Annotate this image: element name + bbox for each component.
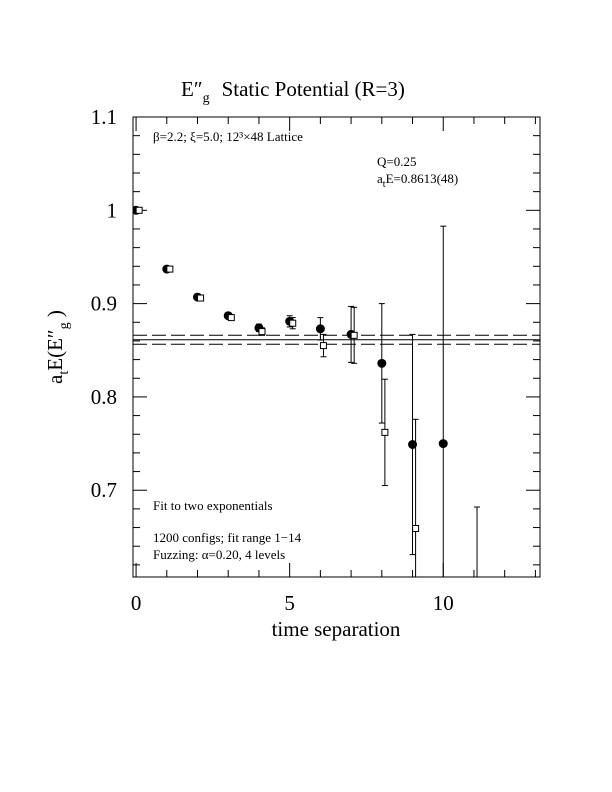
point	[135, 206, 143, 214]
point	[408, 440, 418, 450]
y-tick-label: 1.1	[91, 105, 117, 129]
point	[289, 319, 297, 327]
point	[474, 627, 480, 633]
point	[412, 524, 420, 532]
point	[377, 358, 387, 368]
plot-area	[133, 205, 540, 633]
fit-note: atE=0.8613(48)	[377, 171, 458, 190]
x-tick-label: 0	[131, 591, 142, 615]
point	[350, 331, 358, 339]
point	[381, 428, 389, 436]
point	[197, 294, 205, 302]
point	[258, 328, 266, 336]
point	[227, 314, 235, 322]
point	[438, 439, 448, 449]
point	[319, 342, 327, 350]
y-tick-label: 0.9	[91, 292, 117, 316]
y-tick-label: 0.7	[91, 478, 117, 502]
plot-frame	[132, 116, 541, 578]
q-note: Q=0.25	[377, 154, 416, 169]
x-axis-label: time separation	[272, 617, 401, 641]
y-axis-label: atE(E″g )	[43, 310, 72, 384]
x-tick-label: 10	[433, 591, 454, 615]
bottom-note: Fit to two exponentials	[153, 498, 273, 513]
point	[166, 265, 174, 273]
y-tick-label: 1	[107, 198, 118, 222]
x-tick-label: 5	[284, 591, 295, 615]
bottom-note: Fuzzing: α=0.20, 4 levels	[153, 547, 285, 562]
point	[315, 324, 325, 334]
bottom-note: 1200 configs; fit range 1−14	[153, 530, 302, 545]
y-tick-label: 0.8	[91, 385, 117, 409]
chart-title: E″g Static Potential (R=3)	[181, 77, 405, 106]
lattice-note: β=2.2; ξ=5.0; 12³×48 Lattice	[153, 129, 303, 144]
